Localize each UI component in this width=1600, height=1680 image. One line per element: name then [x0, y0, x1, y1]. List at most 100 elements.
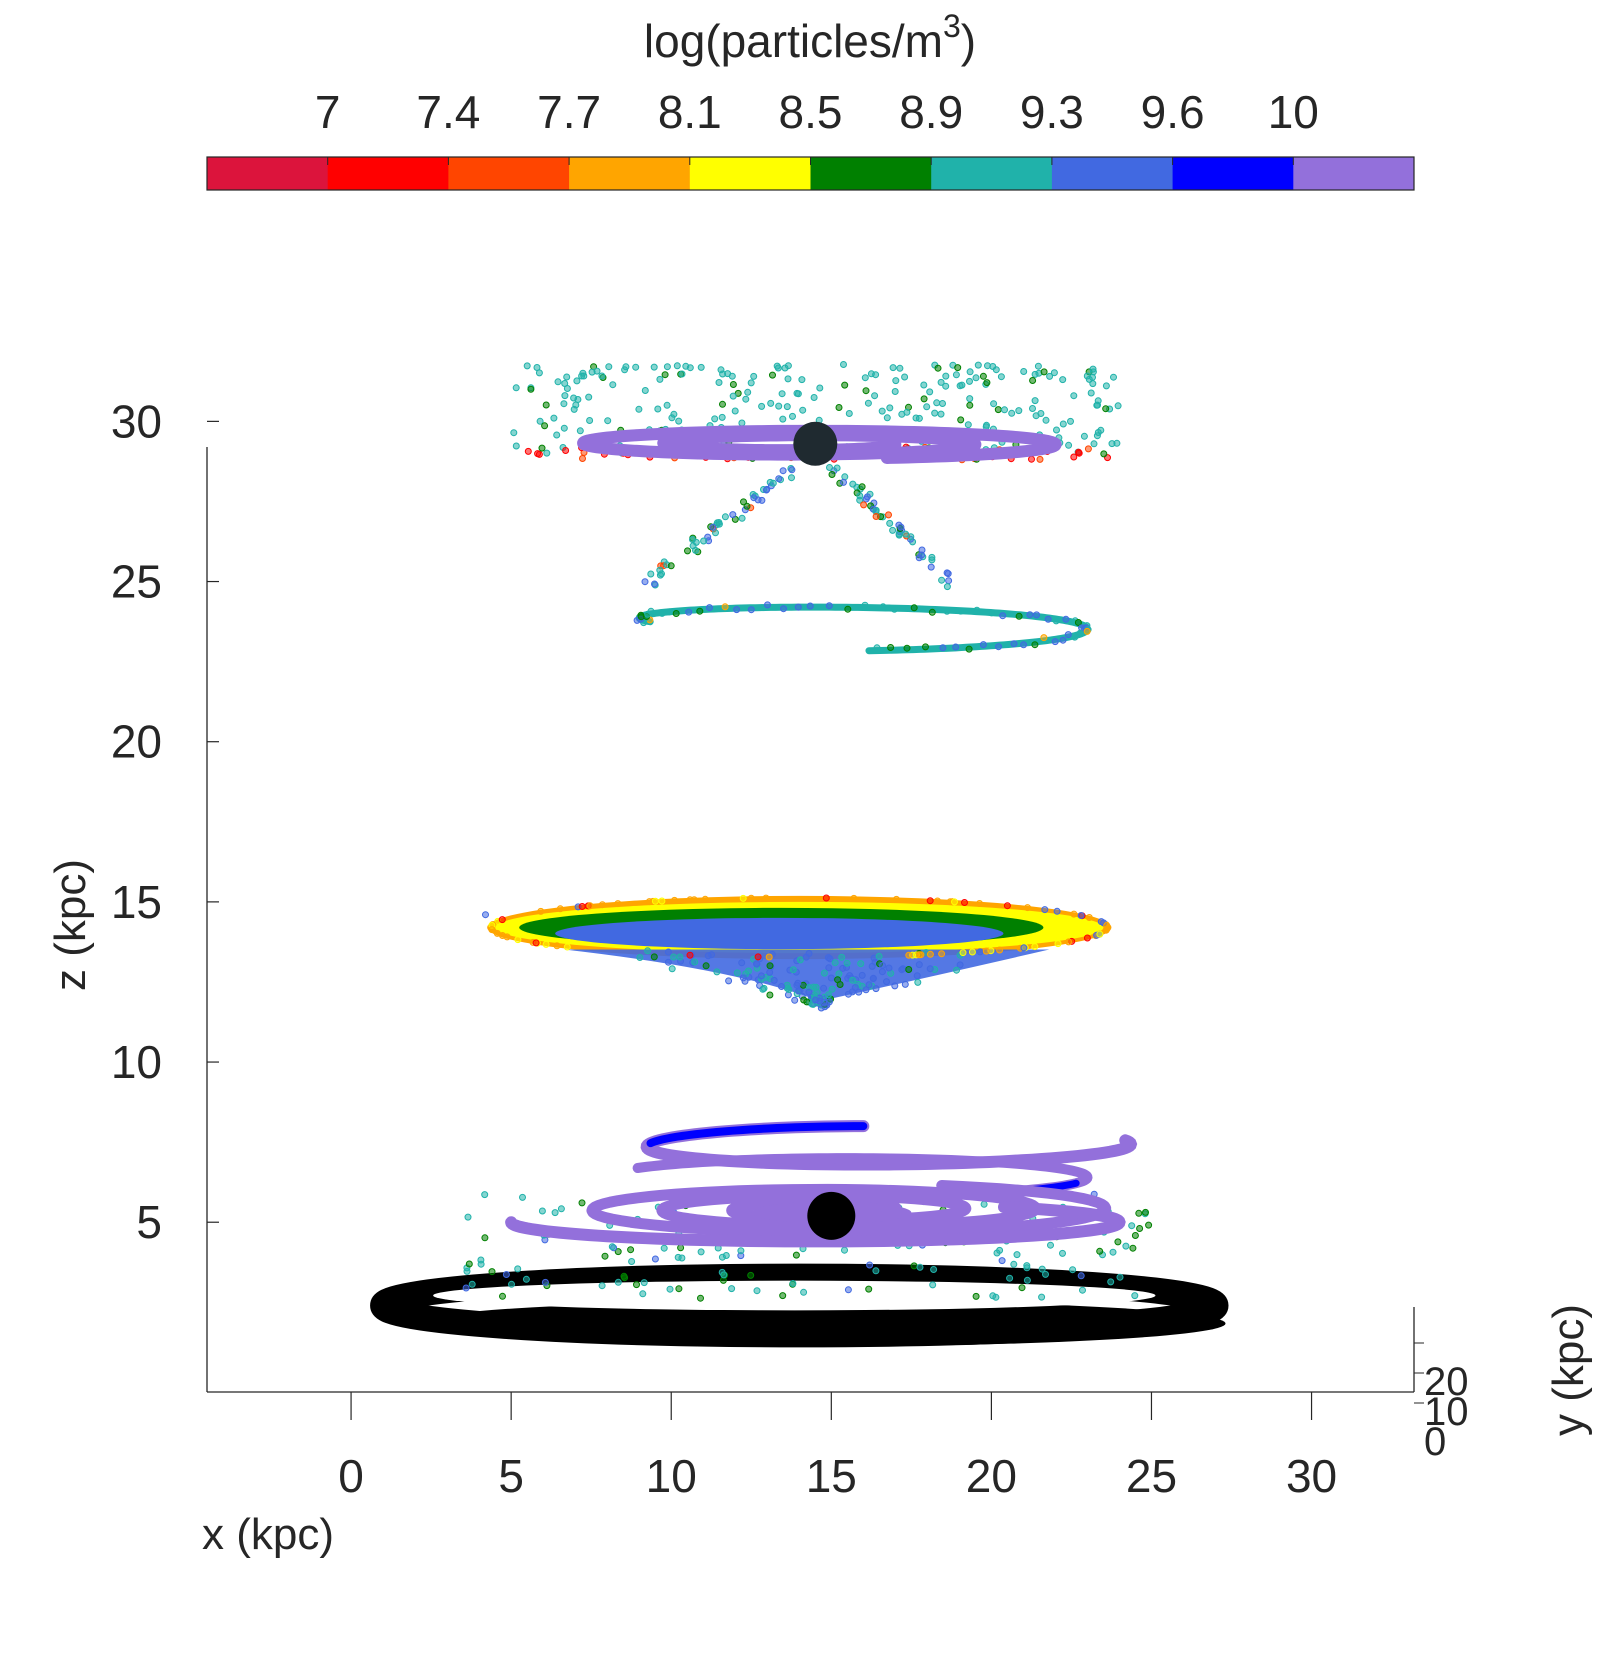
scatter-point — [1018, 1284, 1026, 1292]
scatter-point — [897, 523, 905, 531]
scatter-point — [533, 364, 541, 371]
scatter-point — [966, 395, 974, 403]
scatter-point — [1059, 420, 1067, 428]
scatter-point — [1006, 1274, 1014, 1282]
scatter-point — [957, 416, 965, 424]
scatter-point — [728, 1285, 736, 1293]
scatter-point — [766, 962, 774, 970]
scatter-point — [614, 1248, 622, 1256]
scatter-point — [930, 1266, 938, 1273]
colorbar-segment — [569, 157, 691, 190]
scatter-point — [660, 1244, 668, 1252]
scatter-point — [1003, 902, 1011, 910]
scatter-point — [956, 961, 964, 969]
scatter-point — [945, 577, 953, 585]
scatter-point — [1020, 368, 1028, 375]
scatter-point — [800, 1288, 808, 1296]
scatter-point — [678, 370, 686, 378]
scatter-point — [729, 381, 737, 388]
scatter-point — [1054, 940, 1062, 948]
scatter-point — [553, 942, 561, 950]
scatter-point — [551, 1209, 559, 1217]
scatter-point — [866, 1261, 874, 1269]
y-tick-label: 20 — [1424, 1360, 1469, 1404]
scatter-point — [766, 991, 774, 999]
scatter-point — [609, 381, 617, 389]
scatter-point — [601, 1252, 609, 1260]
scatter-point — [538, 1207, 546, 1215]
scatter-point — [1069, 1266, 1077, 1274]
scatter-point — [512, 442, 520, 450]
scatter-point — [840, 478, 847, 486]
scatter-point — [493, 929, 501, 937]
scatter-point — [933, 399, 941, 407]
spiral-arm-blue — [646, 1122, 868, 1148]
scatter-point — [942, 372, 950, 380]
scatter-point — [1096, 930, 1104, 938]
scatter-point — [737, 1247, 745, 1255]
y-tick-label: 0 — [1424, 1420, 1446, 1464]
scatter-point — [1020, 944, 1028, 952]
scatter-point — [1024, 904, 1031, 912]
scatter-point — [838, 953, 846, 961]
scatter-point — [915, 554, 923, 562]
x-tick-label: 5 — [498, 1450, 524, 1502]
scatter-point — [644, 947, 652, 955]
disk-core — [555, 917, 1004, 950]
scatter-point — [519, 1193, 526, 1201]
scatter-point — [974, 361, 982, 369]
scatter-point — [809, 983, 817, 991]
scatter-point — [901, 373, 909, 381]
scatter-point — [966, 401, 974, 409]
scatter-point — [1145, 1221, 1153, 1229]
scatter-point — [891, 982, 899, 990]
scatter-point — [534, 450, 542, 458]
top-sphere — [793, 421, 838, 466]
scatter-point — [994, 406, 1002, 414]
scatter-point — [979, 641, 987, 649]
scatter-point — [1046, 372, 1054, 380]
scatter-point — [1040, 368, 1048, 376]
scatter-point — [718, 1253, 726, 1261]
scatter-point — [738, 514, 746, 522]
scatter-point — [628, 1258, 636, 1265]
scatter-point — [1102, 405, 1110, 413]
scatter-point — [928, 553, 936, 561]
scatter-point — [843, 959, 851, 967]
scatter-point — [715, 379, 723, 386]
scatter-point — [665, 608, 673, 616]
scatter-point — [1053, 426, 1060, 434]
scatter-point — [973, 606, 981, 614]
scatter-point — [1113, 439, 1121, 447]
scatter-point — [1077, 1272, 1085, 1280]
scatter-point — [1059, 636, 1067, 644]
scatter-point — [536, 417, 544, 425]
scatter-point — [543, 449, 551, 457]
y-tick-label: 10 — [1424, 1390, 1469, 1434]
scatter-point — [764, 601, 771, 609]
central-sphere — [807, 1191, 856, 1240]
scatter-point — [1010, 1260, 1018, 1268]
scatter-point — [1042, 416, 1050, 424]
scatter-point — [844, 990, 852, 998]
scatter-point — [966, 377, 973, 385]
scatter-point — [1070, 910, 1078, 918]
scatter-point — [810, 394, 818, 401]
bottom-ring-layer — [370, 1263, 1229, 1348]
scatter-point — [822, 894, 830, 902]
scatter-point — [873, 644, 881, 652]
scatter-point — [1034, 362, 1042, 370]
scatter-point — [647, 570, 655, 578]
scatter-point — [872, 985, 880, 993]
scatter-point — [668, 965, 676, 973]
scatter-point — [1029, 405, 1036, 412]
scatter-point — [903, 408, 911, 416]
scatter-point — [542, 401, 550, 409]
scatter-point — [856, 492, 864, 500]
scatter-point — [557, 1205, 565, 1213]
scatter-point — [1093, 401, 1101, 409]
scatter-point — [1100, 450, 1108, 458]
scatter-point — [729, 392, 737, 400]
scatter-point — [825, 991, 832, 999]
